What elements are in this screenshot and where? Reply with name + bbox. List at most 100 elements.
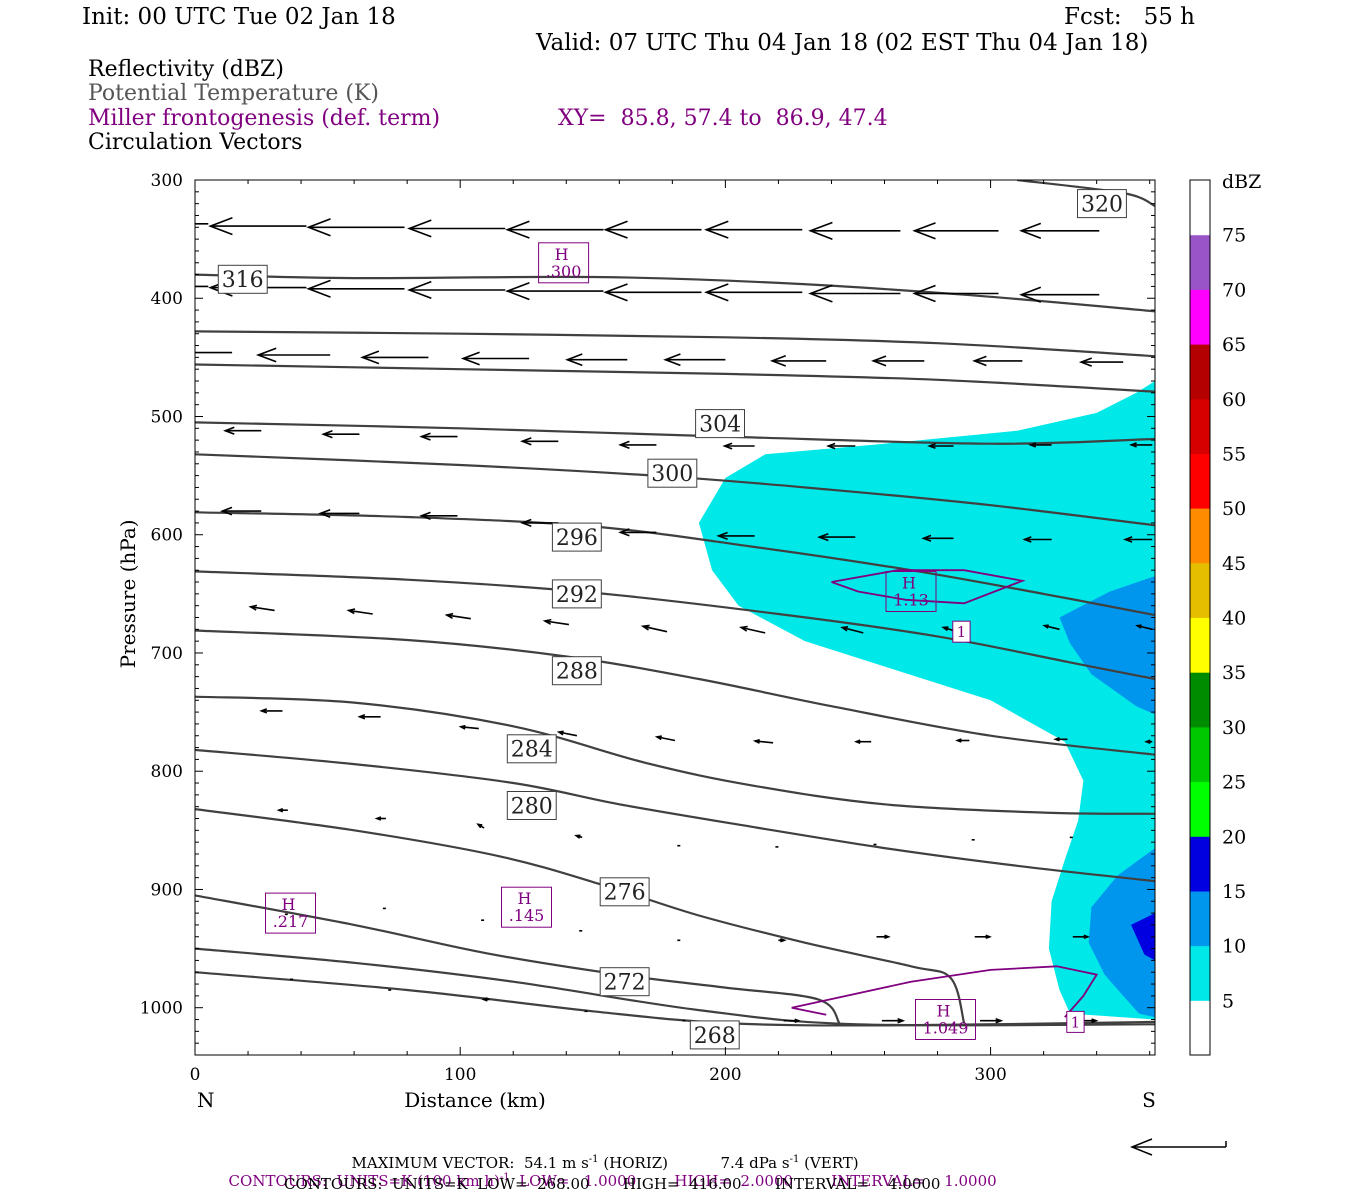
- colorbar-swatch-10: [1190, 453, 1210, 509]
- circulation-vector-71: [374, 816, 386, 821]
- vector-head: [840, 626, 849, 632]
- circulation-vector-17: [808, 284, 901, 303]
- circulation-vector-44: [618, 528, 657, 537]
- vector-head: [704, 220, 729, 239]
- circulation-vector-93: [783, 1018, 801, 1023]
- circulation-vector-5: [603, 220, 702, 239]
- vector-head: [1078, 357, 1092, 367]
- theta-contour-300: [195, 453, 1155, 527]
- vector-head: [458, 724, 466, 730]
- vector-shaft: [460, 726, 479, 730]
- vector-head: [618, 528, 630, 537]
- circulation-vector-22: [360, 350, 429, 365]
- colorbar-label-55: 55: [1222, 443, 1246, 465]
- theta-label-280-10-box: [506, 791, 557, 820]
- fronto-contour-units-exp: -1: [499, 1172, 510, 1183]
- frontogenesis-label-0-box: [952, 620, 971, 643]
- forecast-hour: Fcst: 55 h: [1064, 4, 1195, 30]
- vector-head: [972, 355, 987, 367]
- circulation-vector-13: [407, 280, 506, 300]
- x-tick-label-100: 100: [444, 1065, 476, 1085]
- theta-contour-268: [195, 971, 1155, 1027]
- field-reflectivity: Reflectivity (dBZ): [88, 57, 284, 82]
- frontogenesis-label-3-text: 1: [1071, 1013, 1081, 1031]
- vector-head: [1042, 624, 1049, 629]
- endpoint-left-label: N: [197, 1088, 215, 1112]
- colorbar: 5 10 15 20 25 30 35 40 45 50 55 60 65 70 75 dBZ: [1189, 171, 1261, 1056]
- frontogenesis-max-h-1: H: [902, 574, 916, 593]
- vector-head: [505, 220, 530, 239]
- circulation-vector-38: [1028, 442, 1052, 448]
- vector-head: [444, 612, 454, 619]
- circulation-vector-72: [476, 823, 485, 829]
- frontogenesis-max-value-1: 1.13: [893, 591, 929, 610]
- colorbar-swatch-0: [1190, 1000, 1210, 1056]
- circulation-vector-87: [1072, 934, 1091, 940]
- circulation-vector-41: [318, 508, 360, 518]
- max-vector-horiz-tail: (HORIZ): [598, 1154, 669, 1172]
- vector-head: [1129, 442, 1137, 448]
- circulation-vector-1: [208, 217, 307, 236]
- colorbar-label-5: 5: [1222, 990, 1234, 1012]
- vector-head: [481, 997, 488, 1002]
- colorbar-swatch-3: [1190, 836, 1210, 892]
- colorbar-swatch-2: [1190, 890, 1210, 947]
- theta-label-288-8-text: 288: [556, 660, 598, 685]
- y-tick-label-800: 800: [151, 762, 183, 782]
- frontogenesis-contour-2: [791, 1006, 827, 1016]
- vector-head: [853, 739, 861, 744]
- circulation-vector-8: [912, 222, 999, 240]
- theta-label-292-7-box: [551, 579, 602, 609]
- theta-label-316-1-text: 316: [222, 268, 264, 293]
- circulation-vector-4: [505, 220, 604, 239]
- field-vectors: Circulation Vectors: [88, 130, 303, 155]
- theta-label-304-4-box: [695, 409, 745, 439]
- vector-head: [112, 278, 134, 295]
- vector-head: [1144, 739, 1151, 744]
- colorbar-label-35: 35: [1222, 662, 1246, 684]
- theta-contour-296: [195, 511, 1155, 617]
- theta-label-272-12-text: 272: [604, 971, 646, 996]
- circulation-vector-40: [220, 506, 262, 516]
- circulation-vector-27: [871, 355, 925, 367]
- circulation-vector-69: [1144, 739, 1153, 744]
- circulation-vector-46: [817, 532, 856, 542]
- frontogenesis-max-h-2: H: [282, 895, 296, 914]
- theta-label-268-14-box: [689, 1020, 740, 1050]
- circulation-vector-24: [565, 353, 628, 367]
- circulation-vector-56: [840, 626, 864, 634]
- frontogenesis-max-box-2: [265, 892, 316, 934]
- colorbar-label-60: 60: [1222, 389, 1246, 411]
- circulation-vector-64: [654, 735, 676, 742]
- frontogenesis-contour-0: [831, 569, 1026, 605]
- circulation-vector-42: [419, 511, 458, 520]
- vector-head: [794, 1018, 801, 1023]
- vector-head: [460, 351, 480, 366]
- circulation-vector-48: [1022, 536, 1052, 543]
- vector-head: [520, 437, 532, 446]
- frontogenesis-max-box-3: [501, 886, 552, 928]
- circulation-vector-15: [603, 283, 702, 302]
- circulation-vector-90: [481, 997, 490, 1002]
- circulation-vector-35: [722, 442, 755, 450]
- theta-contour-unlabeled-2: [195, 330, 1155, 358]
- theta-contour-288: [195, 629, 1155, 756]
- vector-head: [255, 347, 277, 363]
- circulation-vector-29: [1078, 357, 1124, 367]
- theta-contour-272: [195, 894, 841, 1024]
- frontogenesis-contour-1: [791, 965, 1099, 1018]
- vector-head: [407, 219, 432, 238]
- max-vector-horiz: 54.1 m s: [523, 1154, 589, 1172]
- circulation-vector-12: [306, 279, 405, 298]
- circulation-vector-33: [520, 437, 559, 446]
- colorbar-swatch-11: [1190, 398, 1210, 454]
- x-tick-label-0: 0: [190, 1065, 201, 1085]
- colorbar-label-10: 10: [1222, 936, 1246, 958]
- vector-head: [739, 625, 748, 632]
- vector-head: [1083, 934, 1091, 940]
- field-frontogenesis: Miller frontogenesis (def. term): [88, 106, 441, 131]
- vector-head: [306, 218, 331, 237]
- vector-head: [808, 221, 833, 240]
- colorbar-swatch-12: [1190, 344, 1210, 400]
- colorbar-swatch-8: [1190, 562, 1210, 618]
